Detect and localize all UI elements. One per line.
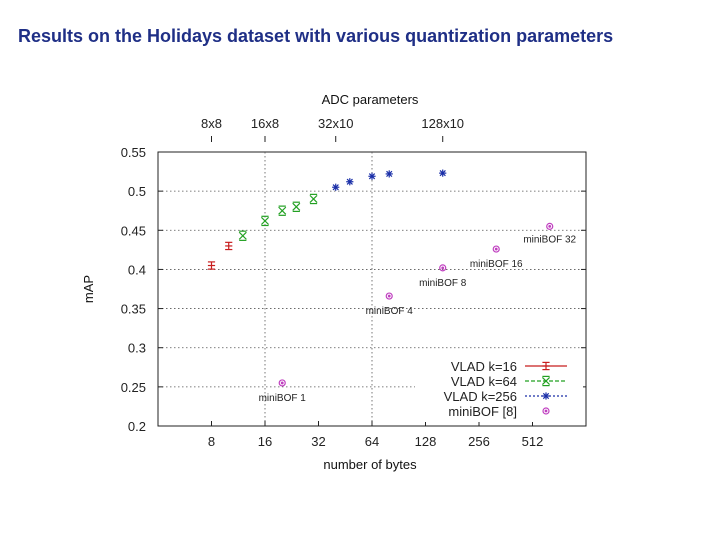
legend-label: VLAD k=256 — [444, 389, 517, 404]
x-tick-label: 256 — [468, 434, 490, 449]
data-point — [278, 379, 286, 387]
legend-label: miniBOF [8] — [448, 404, 517, 419]
marker-stroke — [292, 202, 301, 211]
data-point — [309, 193, 318, 205]
data-point — [332, 183, 340, 191]
chart-title: ADC parameters — [322, 92, 419, 107]
marker-stroke — [546, 222, 554, 230]
marker-stroke — [278, 379, 286, 387]
y-tick-label: 0.25 — [121, 380, 146, 395]
top-tick-label: 128x10 — [421, 116, 464, 131]
y-axis: 0.2 0.25 0.3 0.35 0.4 0.45 0.5 0.55 — [121, 145, 586, 434]
marker-stroke — [548, 224, 552, 228]
marker-stroke — [439, 170, 446, 177]
marker-stroke — [260, 216, 270, 225]
data-point — [492, 245, 500, 253]
point-label: miniBOF 16 — [470, 259, 523, 270]
marker-stroke — [280, 381, 284, 385]
y-tick-label: 0.45 — [121, 223, 146, 238]
top-tick-label: 16x8 — [251, 116, 279, 131]
legend-label: VLAD k=16 — [451, 359, 517, 374]
marker-stroke — [368, 173, 376, 180]
y-tick-label: 0.4 — [128, 262, 146, 277]
data-point — [292, 201, 301, 212]
marker-stroke — [346, 178, 353, 185]
x-tick-label: 128 — [415, 434, 437, 449]
marker-stroke — [542, 392, 550, 400]
y-tick-label: 0.55 — [121, 145, 146, 160]
x-tick-label: 64 — [365, 434, 379, 449]
data-point — [207, 261, 216, 270]
data-points — [207, 169, 554, 387]
marker-stroke — [278, 206, 287, 215]
marker-stroke — [542, 407, 550, 415]
data-point — [368, 172, 376, 180]
marker-stroke — [441, 266, 445, 270]
data-point — [542, 407, 550, 415]
x-tick-label: 32 — [311, 434, 325, 449]
slide-title: Results on the Holidays dataset with var… — [18, 26, 614, 46]
y-axis-label: mAP — [81, 275, 96, 303]
x-tick-label: 512 — [522, 434, 544, 449]
marker-stroke — [544, 409, 548, 413]
point-label: miniBOF 1 — [259, 393, 307, 404]
point-label: miniBOF 8 — [419, 278, 467, 289]
y-tick-label: 0.5 — [128, 184, 146, 199]
data-point — [278, 205, 287, 216]
marker-stroke — [332, 184, 339, 191]
point-label: miniBOF 32 — [523, 234, 576, 245]
y-tick-label: 0.2 — [128, 419, 146, 434]
data-point — [238, 230, 247, 241]
marker-stroke — [386, 170, 393, 178]
data-point — [439, 169, 447, 177]
point-label: miniBOF 4 — [366, 306, 414, 317]
x-tick-label: 8 — [208, 434, 215, 449]
top-tick-label: 32x10 — [318, 116, 353, 131]
marker-stroke — [385, 292, 393, 300]
data-point — [542, 392, 550, 400]
x-tick-label: 16 — [258, 434, 272, 449]
x-axis: 8 16 32 64 128 256 512 — [208, 421, 543, 449]
data-point — [439, 264, 447, 272]
marker-stroke — [439, 264, 447, 272]
legend-label: VLAD k=64 — [451, 374, 517, 389]
marker-stroke — [494, 247, 498, 251]
top-axis: 8x8 16x8 32x10 128x10 — [201, 116, 464, 142]
y-tick-label: 0.3 — [128, 341, 146, 356]
data-point — [546, 222, 554, 230]
data-point — [346, 178, 354, 186]
data-point — [542, 361, 550, 371]
marker-stroke — [238, 231, 247, 240]
marker-stroke — [309, 194, 318, 203]
data-point — [541, 375, 551, 387]
marker-stroke — [541, 376, 551, 386]
x-axis-label: number of bytes — [323, 457, 417, 472]
marker-stroke — [492, 245, 500, 253]
marker-stroke — [387, 294, 391, 298]
data-point — [385, 292, 393, 300]
data-point — [225, 241, 233, 251]
y-tick-label: 0.35 — [121, 302, 146, 317]
legend-box — [415, 356, 583, 422]
data-point — [260, 215, 270, 227]
data-point — [385, 170, 393, 178]
top-tick-label: 8x8 — [201, 116, 222, 131]
